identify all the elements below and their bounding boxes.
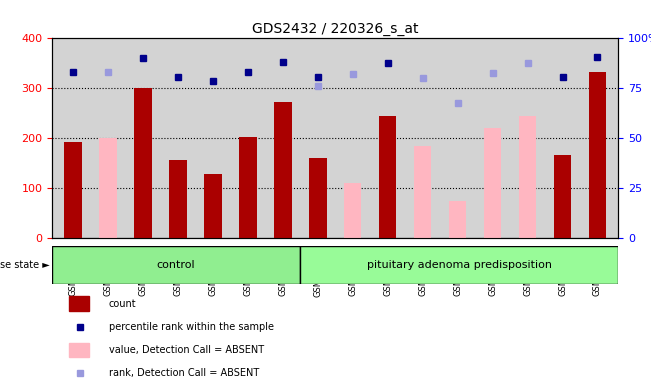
Bar <box>519 116 536 238</box>
Bar <box>239 137 256 238</box>
Bar <box>554 155 571 238</box>
Bar <box>484 128 501 238</box>
Text: value, Detection Call = ABSENT: value, Detection Call = ABSENT <box>109 345 264 355</box>
Bar <box>309 158 327 238</box>
Bar <box>69 343 89 357</box>
Text: count: count <box>109 299 136 309</box>
Bar <box>64 142 82 238</box>
Text: percentile rank within the sample: percentile rank within the sample <box>109 322 273 332</box>
Text: rank, Detection Call = ABSENT: rank, Detection Call = ABSENT <box>109 368 259 378</box>
Bar <box>204 174 221 238</box>
Bar <box>274 102 292 238</box>
Title: GDS2432 / 220326_s_at: GDS2432 / 220326_s_at <box>252 22 419 36</box>
FancyBboxPatch shape <box>300 246 618 284</box>
Bar <box>69 296 89 311</box>
Text: disease state ►: disease state ► <box>0 260 49 270</box>
Bar <box>134 88 152 238</box>
Bar <box>589 72 606 238</box>
Bar <box>99 138 117 238</box>
Bar <box>414 146 432 238</box>
Bar <box>344 183 361 238</box>
Bar <box>449 200 466 238</box>
Text: pituitary adenoma predisposition: pituitary adenoma predisposition <box>367 260 551 270</box>
FancyBboxPatch shape <box>52 246 300 284</box>
Text: control: control <box>157 260 195 270</box>
Bar <box>169 160 187 238</box>
Bar <box>379 116 396 238</box>
